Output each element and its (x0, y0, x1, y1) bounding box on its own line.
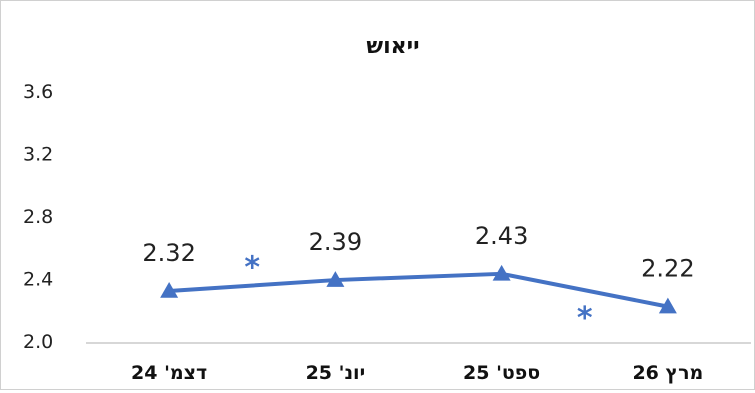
x-tick-label: יונ' 25 (306, 362, 366, 384)
x-tick-label: מרץ 26 (632, 362, 703, 384)
x-tick-label: דצמ' 24 (131, 362, 207, 384)
y-tick-label: 3.6 (23, 81, 53, 103)
significance-star: * (577, 301, 593, 336)
x-tick-label: ספט' 25 (463, 362, 540, 384)
chart-title: ייאוש (366, 34, 419, 59)
data-label: 2.22 (641, 255, 694, 283)
y-axis: 2.0 2.4 2.8 3.2 3.6 (23, 81, 53, 353)
data-point-marker (326, 271, 345, 287)
series-line (168, 271, 669, 309)
x-axis: דצמ' 24 יונ' 25 ספט' 25 מרץ 26 (86, 342, 751, 384)
data-label: 2.39 (309, 228, 362, 256)
data-labels: 2.32 2.39 2.43 2.22 (142, 222, 694, 283)
y-tick-label: 2.8 (23, 206, 53, 228)
significance-star: * (244, 251, 260, 286)
data-point-marker (492, 264, 511, 281)
data-point-marker (160, 282, 179, 298)
data-label: 2.43 (475, 222, 528, 250)
y-tick-label: 2.4 (23, 269, 53, 291)
y-tick-label: 2.0 (23, 331, 53, 353)
annotations: ** (244, 251, 593, 337)
data-label: 2.32 (142, 239, 195, 267)
data-point-marker (658, 297, 677, 314)
series-layer (160, 264, 677, 314)
y-tick-label: 3.2 (23, 144, 53, 166)
